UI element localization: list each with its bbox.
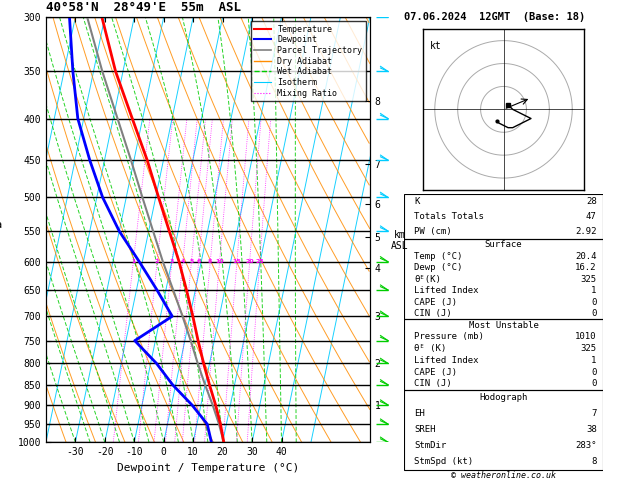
Text: StmSpd (kt): StmSpd (kt)	[415, 457, 474, 466]
Text: 20.4: 20.4	[575, 252, 597, 261]
Text: 8: 8	[591, 457, 597, 466]
Y-axis label: km
ASL: km ASL	[391, 230, 409, 251]
Text: Hodograph: Hodograph	[479, 393, 528, 402]
Text: θᴱ(K): θᴱ(K)	[415, 275, 441, 284]
Y-axis label: hPa: hPa	[0, 220, 3, 230]
Text: PW (cm): PW (cm)	[415, 227, 452, 236]
Text: 325: 325	[581, 275, 597, 284]
Text: Dewp (°C): Dewp (°C)	[415, 263, 463, 272]
Text: 1010: 1010	[575, 332, 597, 341]
Text: 10: 10	[215, 260, 224, 264]
Text: kt: kt	[430, 41, 442, 51]
Text: CAPE (J): CAPE (J)	[415, 367, 457, 377]
Text: 0: 0	[591, 367, 597, 377]
Text: Surface: Surface	[485, 241, 522, 249]
Text: 325: 325	[581, 344, 597, 353]
Text: Totals Totals: Totals Totals	[415, 212, 484, 221]
Text: Lifted Index: Lifted Index	[415, 286, 479, 295]
Text: 6: 6	[196, 260, 201, 264]
Text: 16.2: 16.2	[575, 263, 597, 272]
Text: 25: 25	[255, 260, 264, 264]
Text: EH: EH	[415, 409, 425, 418]
Text: CIN (J): CIN (J)	[415, 309, 452, 318]
Text: 2: 2	[155, 260, 159, 264]
Text: Pressure (mb): Pressure (mb)	[415, 332, 484, 341]
Text: CIN (J): CIN (J)	[415, 379, 452, 388]
Text: StmDir: StmDir	[415, 441, 447, 450]
Text: 3: 3	[170, 260, 174, 264]
Text: 47: 47	[586, 212, 597, 221]
Legend: Temperature, Dewpoint, Parcel Trajectory, Dry Adiabat, Wet Adiabat, Isotherm, Mi: Temperature, Dewpoint, Parcel Trajectory…	[251, 21, 365, 101]
Text: CAPE (J): CAPE (J)	[415, 297, 457, 307]
Text: 1: 1	[591, 356, 597, 365]
Text: 1: 1	[131, 260, 135, 264]
Text: 15: 15	[233, 260, 242, 264]
Text: θᴱ (K): θᴱ (K)	[415, 344, 447, 353]
Text: Most Unstable: Most Unstable	[469, 321, 538, 330]
Text: 8: 8	[208, 260, 213, 264]
Text: 1: 1	[591, 286, 597, 295]
Text: 2.92: 2.92	[575, 227, 597, 236]
Text: 283°: 283°	[575, 441, 597, 450]
X-axis label: Dewpoint / Temperature (°C): Dewpoint / Temperature (°C)	[117, 463, 299, 473]
Text: 20: 20	[245, 260, 254, 264]
Text: Temp (°C): Temp (°C)	[415, 252, 463, 261]
Text: 07.06.2024  12GMT  (Base: 18): 07.06.2024 12GMT (Base: 18)	[404, 12, 586, 22]
Text: 0: 0	[591, 309, 597, 318]
Text: 38: 38	[586, 425, 597, 434]
Text: 28: 28	[586, 197, 597, 207]
Text: SREH: SREH	[415, 425, 436, 434]
Text: 0: 0	[591, 297, 597, 307]
Text: 0: 0	[591, 379, 597, 388]
Text: K: K	[415, 197, 420, 207]
Text: 5: 5	[189, 260, 194, 264]
Text: 40°58'N  28°49'E  55m  ASL: 40°58'N 28°49'E 55m ASL	[46, 1, 241, 15]
Text: 7: 7	[591, 409, 597, 418]
Text: 4: 4	[181, 260, 185, 264]
Text: Lifted Index: Lifted Index	[415, 356, 479, 365]
Text: © weatheronline.co.uk: © weatheronline.co.uk	[451, 471, 556, 480]
